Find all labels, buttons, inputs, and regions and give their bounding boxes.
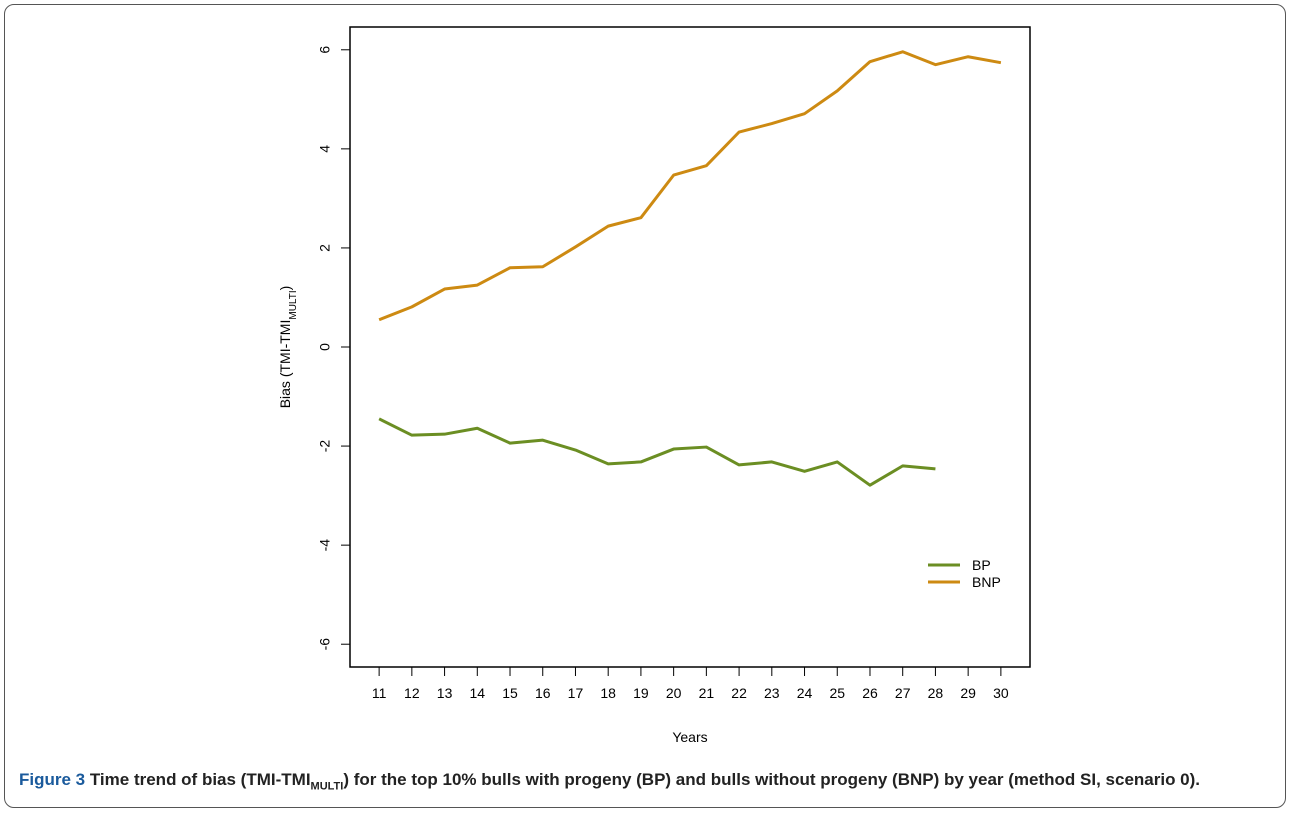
x-tick-label: 22 [731,685,747,701]
series-line [378,50,1002,322]
caption-text: Time trend of bias (TMI-TMI [89,770,311,789]
plot-box [349,26,1031,668]
y-tick-label: 2 [317,244,333,252]
x-tick-label: 23 [764,685,780,701]
x-tick-label: 17 [568,685,584,701]
y-label-main: Bias (TMI-TMI [277,320,293,409]
x-tick-label: 20 [666,685,682,701]
y-tick-label: -4 [317,539,333,552]
y-axis-label: Bias (TMI-TMIMULTI) [277,286,299,409]
y-tick-label: -6 [317,638,333,651]
x-tick-label: 21 [699,685,715,701]
x-tick-label: 19 [633,685,649,701]
legend-label: BP [972,557,991,573]
y-label-sub: MULTI [288,290,299,319]
x-tick-label: 27 [895,685,911,701]
legend-label: BNP [972,574,1001,590]
series-line [378,417,936,487]
x-tick-label: 18 [600,685,616,701]
x-tick-label: 16 [535,685,551,701]
y-tick-label: 0 [317,343,333,351]
x-tick-label: 28 [928,685,944,701]
caption: Figure 3 Time trend of bias (TMI-TMIMULT… [19,768,1274,798]
x-tick-label: 14 [470,685,486,701]
x-tick-label: 15 [502,685,518,701]
y-tick-label: 4 [317,145,333,153]
caption-text: ) for the top 10% bulls with progeny (BP… [343,770,1201,789]
x-tick-label: 29 [960,685,976,701]
x-tick-label: 30 [993,685,1009,701]
caption-label: Figure 3 [19,770,86,789]
y-label-end: ) [277,286,293,291]
x-tick-label: 25 [829,685,845,701]
x-axis-label: Years [672,729,707,745]
x-tick-label: 24 [797,685,813,701]
figure-frame [4,4,1286,808]
y-tick-label: 6 [317,46,333,54]
x-tick-label: 11 [372,685,387,701]
x-tick-label: 26 [862,685,878,701]
x-tick-label: 13 [437,685,453,701]
caption-sub: MULTI [310,780,344,793]
y-tick-label: -2 [317,440,333,453]
x-tick-label: 12 [404,685,420,701]
